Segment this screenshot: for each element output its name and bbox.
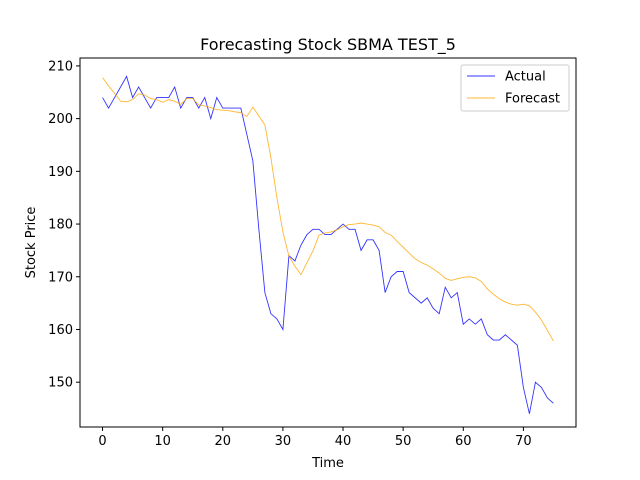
x-tick-label: 50 <box>395 434 412 449</box>
x-tick-label: 30 <box>275 434 292 449</box>
x-tick-label: 40 <box>335 434 352 449</box>
x-tick-label: 10 <box>154 434 171 449</box>
y-tick-label: 200 <box>48 112 73 127</box>
series-lines <box>102 75 554 414</box>
y-tick-label: 150 <box>48 376 73 391</box>
y-tick-label: 160 <box>48 323 73 338</box>
x-tick-label: 0 <box>98 434 106 449</box>
y-tick-label: 190 <box>48 165 73 180</box>
legend: Actual Forecast <box>460 64 570 112</box>
x-tick-label: 70 <box>515 434 532 449</box>
series-line-forecast <box>102 77 554 342</box>
legend-box <box>460 64 570 112</box>
y-tick-label: 180 <box>48 218 73 233</box>
series-line-actual <box>102 75 554 414</box>
chart-title: Forecasting Stock SBMA TEST_5 <box>200 35 456 55</box>
legend-label-actual: Actual <box>505 70 546 85</box>
y-axis: 150 160 170 180 190 200 210 <box>48 59 80 391</box>
y-axis-label: Stock Price <box>24 207 39 279</box>
y-tick-label: 170 <box>48 270 73 285</box>
x-axis: 0 10 20 30 40 50 60 70 <box>98 427 532 449</box>
x-axis-label: Time <box>311 456 344 471</box>
x-tick-label: 60 <box>455 434 472 449</box>
y-tick-label: 210 <box>48 59 73 74</box>
legend-label-forecast: Forecast <box>505 92 560 107</box>
x-tick-label: 20 <box>215 434 232 449</box>
plot-frame <box>79 57 577 428</box>
